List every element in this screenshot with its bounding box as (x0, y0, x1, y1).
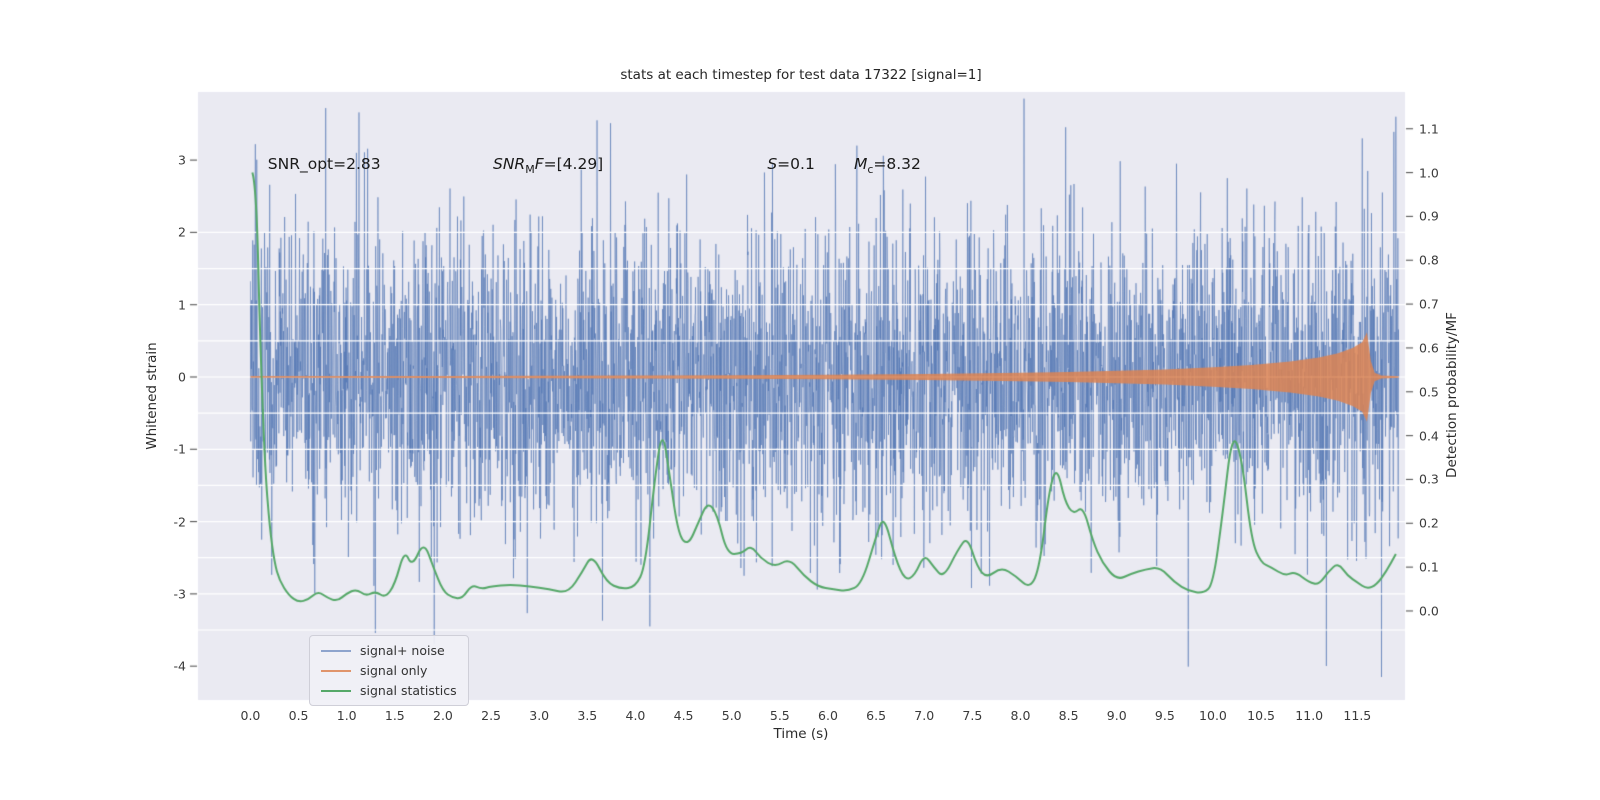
legend-item: signal statistics (321, 683, 457, 698)
x-tick-label: 8.0 (1010, 708, 1031, 723)
chart-title: stats at each timestep for test data 173… (620, 67, 982, 83)
x-tick-label: 1.5 (384, 708, 405, 723)
annotation-text: M (853, 154, 868, 173)
y-right-tick-label: 0.3 (1419, 471, 1439, 487)
legend-swatch (321, 689, 351, 692)
y-right-tick-label: 0.2 (1419, 515, 1439, 531)
y-right-tick-label: 0.7 (1419, 296, 1439, 312)
x-tick-label: 0.0 (240, 708, 261, 723)
x-tick-label: 3.5 (577, 708, 598, 723)
annotation-text: =0.1 (777, 154, 815, 173)
y-left-tick-label: 1 (178, 297, 186, 313)
legend: signal+ noise signal only signal statistic… (309, 635, 469, 706)
x-tick-label: 2.0 (433, 708, 453, 723)
legend-item: signal+ noise (321, 643, 457, 658)
annotation-snr-opt: SNR_opt=2.83 (268, 155, 381, 173)
y-left-tick-label: -3 (173, 586, 186, 602)
x-tick-label: 10.0 (1199, 708, 1227, 723)
legend-item: signal only (321, 663, 457, 678)
annotation-sub: c (867, 163, 874, 177)
y-left-tick-label: -2 (173, 514, 186, 530)
x-tick-label: 0.5 (288, 708, 309, 723)
x-tick-label: 10.5 (1247, 708, 1276, 723)
annotation-sub: M (525, 163, 535, 177)
x-axis-label: Time (s) (773, 726, 829, 742)
y-left-tick-label: -1 (173, 441, 186, 457)
y-right-tick-label: 0.4 (1419, 428, 1439, 444)
x-tick-label: 4.0 (625, 708, 646, 723)
y-axis-label-left: Whitened strain (144, 342, 160, 450)
x-tick-label: 8.5 (1058, 708, 1079, 723)
x-tick-label: 9.0 (1106, 708, 1127, 723)
annotation-text: S (767, 154, 778, 173)
y-axis-label-right: Detection probability/MF (1444, 312, 1460, 478)
y-right-tick-label: 0.6 (1419, 340, 1439, 356)
annotation-snr-mf: SNRMF=[4.29] (493, 155, 603, 176)
y-right-tick-label: 0.0 (1419, 603, 1439, 619)
annotation-mc: Mc=8.32 (854, 155, 921, 176)
annotation-text: SNR_opt=2.83 (267, 154, 381, 173)
annotation-text: =[4.29] (543, 154, 604, 173)
y-left-tick-label: 0 (178, 369, 186, 385)
y-right-tick-label: 0.5 (1419, 384, 1439, 400)
y-left-tick-label: 2 (178, 224, 186, 240)
x-tick-label: 4.5 (673, 708, 694, 723)
x-tick-label: 7.5 (962, 708, 983, 723)
legend-label: signal only (360, 663, 428, 678)
annotation-text: =8.32 (873, 154, 921, 173)
x-tick-label: 6.5 (866, 708, 887, 723)
y-right-tick-label: 0.8 (1419, 252, 1439, 268)
legend-label: signal+ noise (360, 643, 445, 658)
x-tick-label: 7.0 (914, 708, 935, 723)
y-right-tick-label: 1.0 (1419, 165, 1439, 181)
y-right-tick-label: 0.9 (1419, 208, 1439, 224)
y-right-tick-label: 0.1 (1419, 559, 1439, 575)
x-tick-label: 2.5 (481, 708, 502, 723)
x-tick-label: 9.5 (1154, 708, 1175, 723)
x-tick-label: 5.0 (721, 708, 742, 723)
annotation-s: S=0.1 (767, 155, 814, 176)
x-tick-label: 5.5 (769, 708, 790, 723)
legend-label: signal statistics (360, 683, 457, 698)
x-tick-label: 11.0 (1295, 708, 1324, 723)
x-tick-label: 6.0 (818, 708, 838, 723)
y-left-tick-label: 3 (178, 152, 186, 168)
y-left-tick-label: -4 (173, 658, 186, 674)
x-tick-label: 1.0 (336, 708, 357, 723)
annotation-text: F (534, 154, 544, 173)
y-right-tick-label: 1.1 (1419, 121, 1439, 137)
legend-swatch (321, 669, 351, 672)
legend-swatch (321, 649, 351, 652)
annotation-text: SNR (493, 154, 526, 173)
x-tick-label: 11.5 (1343, 708, 1372, 723)
x-tick-label: 3.0 (529, 708, 550, 723)
